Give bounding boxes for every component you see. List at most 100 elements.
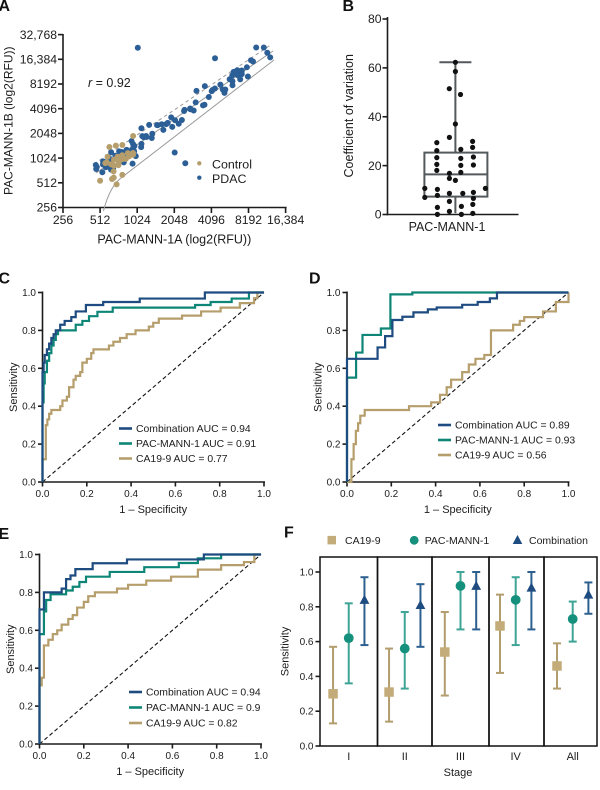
svg-text:F: F	[284, 525, 294, 542]
svg-text:1.0: 1.0	[254, 751, 268, 762]
svg-text:I: I	[347, 751, 350, 763]
svg-text:0.2: 0.2	[77, 751, 91, 762]
svg-text:1 – Specificity: 1 – Specificity	[424, 504, 492, 516]
svg-text:0.4: 0.4	[19, 664, 33, 675]
svg-text:32,768: 32,768	[20, 28, 57, 42]
svg-text:IV: IV	[510, 751, 521, 763]
svg-text:PDAC: PDAC	[212, 172, 246, 186]
svg-text:II: II	[402, 751, 408, 763]
svg-text:60: 60	[368, 61, 382, 75]
svg-text:1024: 1024	[30, 151, 57, 165]
svg-text:0.6: 0.6	[168, 489, 182, 500]
svg-text:256: 256	[37, 201, 58, 215]
svg-text:Combination: Combination	[529, 535, 588, 547]
svg-text:CA19-9 AUC = 0.56: CA19-9 AUC = 0.56	[455, 451, 547, 462]
svg-text:C: C	[0, 271, 11, 288]
svg-text:1.0: 1.0	[327, 288, 341, 299]
svg-text:PAC-MANN-1A (log2(RFU)): PAC-MANN-1A (log2(RFU))	[97, 233, 251, 247]
svg-text:Control: Control	[212, 158, 252, 172]
svg-text:Stage: Stage	[444, 767, 473, 779]
svg-text:0.4: 0.4	[327, 402, 341, 413]
svg-text:Sensitivity: Sensitivity	[8, 362, 20, 412]
svg-text:0.2: 0.2	[19, 702, 33, 713]
svg-text:PAC-MANN-1 AUC = 0.93: PAC-MANN-1 AUC = 0.93	[455, 436, 575, 447]
svg-text:80: 80	[368, 12, 382, 26]
svg-text:16,384: 16,384	[20, 53, 57, 67]
svg-text:0.4: 0.4	[429, 489, 443, 500]
svg-text:0.8: 0.8	[517, 489, 531, 500]
svg-text:0.6: 0.6	[19, 626, 33, 637]
svg-text:512: 512	[90, 213, 111, 227]
svg-text:0.4: 0.4	[22, 402, 36, 413]
svg-text:0.8: 0.8	[327, 326, 341, 337]
svg-text:0.4: 0.4	[121, 751, 135, 762]
svg-text:0.0: 0.0	[300, 742, 314, 753]
svg-text:1.0: 1.0	[19, 550, 33, 561]
svg-text:0.2: 0.2	[384, 489, 398, 500]
svg-text:PAC-MANN-1: PAC-MANN-1	[425, 535, 490, 547]
svg-text:8192: 8192	[30, 77, 57, 91]
svg-text:40: 40	[368, 110, 382, 124]
svg-text:CA19-9 AUC = 0.77: CA19-9 AUC = 0.77	[136, 454, 228, 465]
svg-text:0.6: 0.6	[327, 364, 341, 375]
svg-text:0.6: 0.6	[473, 489, 487, 500]
svg-text:0.0: 0.0	[36, 489, 50, 500]
svg-text:0.0: 0.0	[327, 478, 341, 489]
svg-text:PAC-MANN-1: PAC-MANN-1	[409, 220, 486, 234]
svg-text:0.6: 0.6	[165, 751, 179, 762]
svg-text:B: B	[343, 0, 355, 15]
svg-text:0.8: 0.8	[300, 602, 314, 613]
svg-text:1.0: 1.0	[300, 568, 314, 579]
svg-text:8192: 8192	[235, 213, 262, 227]
svg-text:Coefficient of variation: Coefficient of variation	[342, 54, 356, 177]
svg-text:Sensitivity: Sensitivity	[5, 624, 17, 674]
svg-text:E: E	[0, 526, 10, 543]
svg-text:0.8: 0.8	[19, 588, 33, 599]
svg-text:0.0: 0.0	[22, 478, 36, 489]
svg-text:Combination AUC = 0.94: Combination AUC = 0.94	[136, 424, 251, 435]
svg-text:16,384: 16,384	[267, 213, 304, 227]
svg-text:CA19-9 AUC = 0.82: CA19-9 AUC = 0.82	[146, 719, 238, 730]
svg-text:0: 0	[375, 208, 382, 222]
svg-text:Sensitivity: Sensitivity	[280, 626, 292, 676]
svg-text:1 – Specificity: 1 – Specificity	[116, 766, 184, 778]
svg-text:4096: 4096	[198, 213, 225, 227]
svg-text:CA19-9: CA19-9	[345, 535, 381, 547]
svg-text:0.4: 0.4	[124, 489, 138, 500]
svg-text:2048: 2048	[161, 213, 188, 227]
svg-text:All: All	[567, 751, 579, 763]
svg-text:0.2: 0.2	[300, 707, 314, 718]
svg-text:A: A	[0, 0, 11, 15]
svg-text:PAC-MANN-1 AUC = 0.9: PAC-MANN-1 AUC = 0.9	[146, 703, 261, 714]
svg-text:0.0: 0.0	[340, 489, 354, 500]
svg-text:0.0: 0.0	[33, 751, 47, 762]
svg-text:0.8: 0.8	[210, 751, 224, 762]
svg-text:0.0: 0.0	[19, 740, 33, 751]
svg-text:0.4: 0.4	[300, 672, 314, 683]
svg-text:0.6: 0.6	[300, 637, 314, 648]
svg-text:20: 20	[368, 159, 382, 173]
svg-text:0.2: 0.2	[22, 440, 36, 451]
svg-text:2048: 2048	[30, 127, 57, 141]
svg-text:r = 0.92: r = 0.92	[88, 76, 131, 90]
svg-text:1 – Specificity: 1 – Specificity	[119, 504, 187, 516]
svg-text:4096: 4096	[30, 102, 57, 116]
svg-text:0.8: 0.8	[213, 489, 227, 500]
svg-text:Combination AUC = 0.94: Combination AUC = 0.94	[146, 688, 261, 699]
svg-text:256: 256	[53, 213, 74, 227]
svg-text:0.2: 0.2	[327, 440, 341, 451]
svg-text:III: III	[456, 751, 465, 763]
svg-text:1024: 1024	[124, 213, 151, 227]
svg-text:0.8: 0.8	[22, 326, 36, 337]
svg-text:Sensitivity: Sensitivity	[312, 362, 324, 412]
svg-text:1.0: 1.0	[22, 288, 36, 299]
svg-text:1.0: 1.0	[257, 489, 271, 500]
svg-text:1.0: 1.0	[562, 489, 576, 500]
svg-text:512: 512	[37, 176, 58, 190]
svg-text:0.2: 0.2	[80, 489, 94, 500]
svg-text:PAC-MANN-1B (log2(RFU)): PAC-MANN-1B (log2(RFU))	[2, 47, 16, 195]
svg-text:D: D	[309, 271, 321, 288]
svg-text:Combination AUC = 0.89: Combination AUC = 0.89	[455, 421, 570, 432]
svg-text:0.6: 0.6	[22, 364, 36, 375]
svg-text:PAC-MANN-1 AUC = 0.91: PAC-MANN-1 AUC = 0.91	[136, 439, 256, 450]
